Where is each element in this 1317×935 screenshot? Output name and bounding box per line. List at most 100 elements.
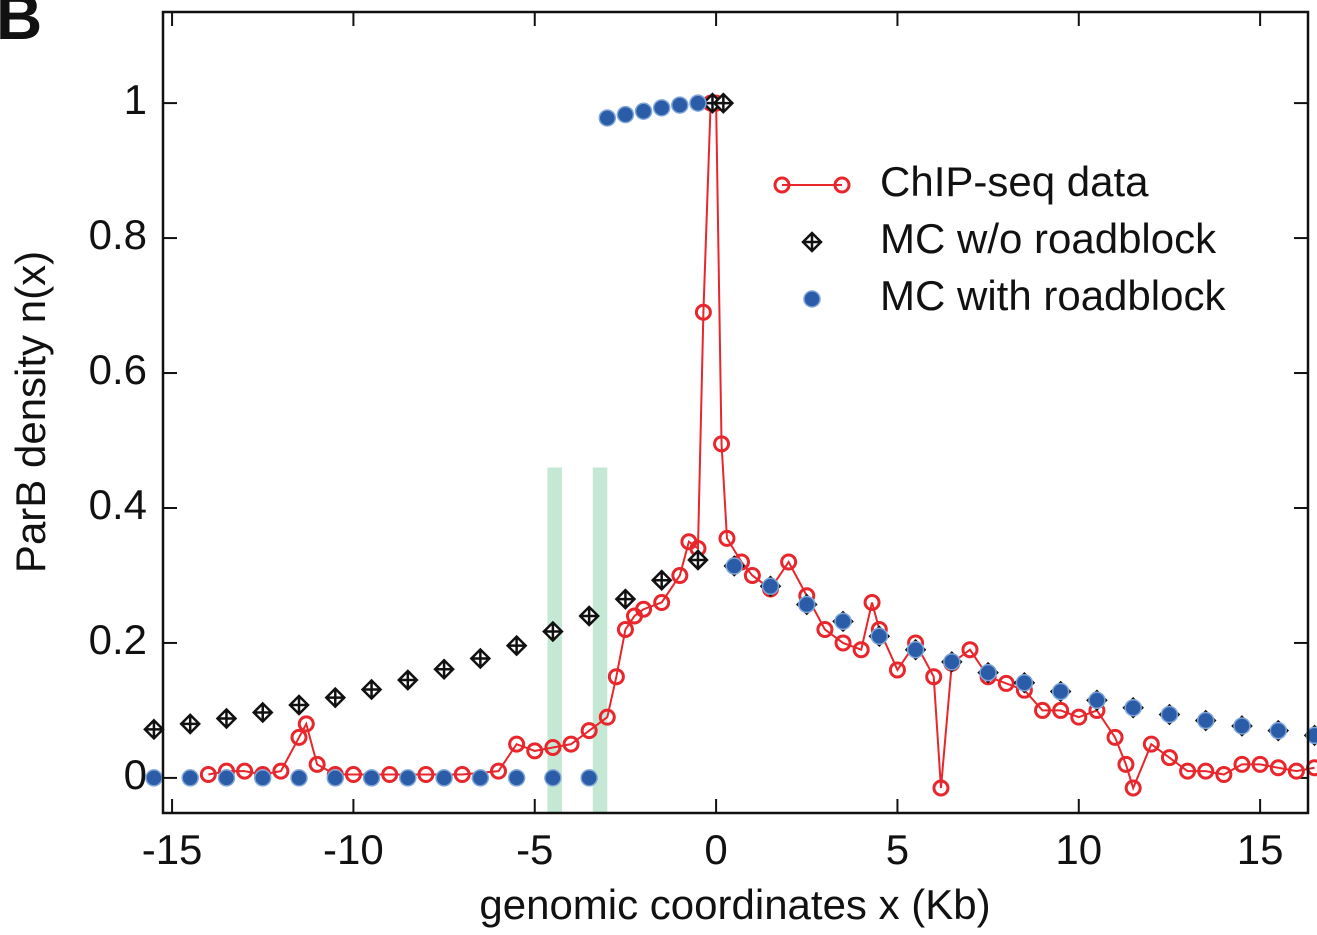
data-point (634, 102, 653, 120)
data-point (1070, 708, 1088, 726)
data-point (718, 529, 736, 547)
data-point (290, 728, 308, 746)
data-point (199, 766, 217, 784)
data-point (344, 766, 362, 784)
data-point (712, 92, 735, 114)
legend-marker (803, 290, 821, 308)
data-point (562, 735, 580, 753)
data-point (979, 663, 997, 682)
data-point (1015, 674, 1034, 692)
data-point (961, 641, 979, 659)
data-point (544, 769, 562, 787)
x-tick-label: 0 (704, 826, 727, 873)
data-point (578, 605, 600, 627)
data-point (1196, 711, 1215, 730)
data-point (1052, 701, 1070, 719)
data-point (362, 769, 381, 787)
x-tick-label: -15 (142, 826, 203, 873)
y-tick-label: 0.6 (89, 346, 147, 393)
x-tick-label: 15 (1237, 826, 1284, 873)
data-point (453, 766, 471, 784)
y-tick-label: 1 (124, 76, 147, 123)
data-point (1269, 721, 1288, 740)
y-tick-label: 0 (124, 751, 147, 798)
data-point (308, 755, 326, 773)
data-point (943, 653, 961, 671)
data-point (526, 742, 544, 760)
data-point (215, 707, 238, 730)
y-tick-label: 0.2 (89, 616, 147, 663)
data-point (253, 769, 272, 787)
x-tick-label: -5 (516, 826, 553, 873)
data-point (179, 713, 201, 735)
data-point (780, 553, 798, 571)
data-point (1269, 759, 1287, 777)
data-point (598, 708, 616, 726)
legend-marker (801, 231, 823, 253)
data-point (1088, 691, 1106, 710)
data-point (1233, 755, 1251, 773)
data-point (652, 99, 671, 117)
data-point (489, 762, 507, 780)
data-point (1124, 779, 1142, 797)
data-point (236, 762, 254, 780)
data-point (145, 769, 163, 787)
data-point (689, 94, 707, 112)
data-point (616, 105, 635, 124)
data-point (1034, 701, 1052, 719)
data-point (1197, 762, 1215, 780)
data-point (1051, 682, 1070, 701)
data-point (687, 549, 709, 571)
data-point (580, 722, 598, 740)
data-point (614, 588, 637, 610)
legend-label: MC with roadblock (880, 272, 1226, 319)
panel-label: B (0, 0, 42, 53)
data-point (1287, 762, 1305, 780)
data-point (1117, 755, 1135, 773)
data-point (834, 612, 852, 631)
data-point (297, 715, 315, 733)
data-point (834, 634, 852, 652)
data-point (399, 769, 417, 787)
data-point (1215, 766, 1233, 784)
data-point (290, 769, 308, 787)
data-point (906, 640, 925, 659)
data-point (1160, 705, 1179, 724)
y-tick-label: 0.8 (89, 211, 147, 258)
data-point (326, 769, 345, 787)
data-point (1124, 698, 1142, 717)
data-point (932, 779, 950, 797)
data-point (360, 678, 383, 701)
data-point (598, 109, 617, 127)
data-point (288, 694, 310, 716)
data-point (743, 566, 761, 584)
data-point (1233, 717, 1251, 735)
data-point (181, 769, 199, 787)
data-point (469, 647, 492, 670)
data-point (433, 658, 455, 681)
data-point (694, 303, 712, 321)
data-point (217, 769, 236, 787)
data-point (505, 634, 528, 657)
data-point (471, 769, 490, 787)
data-point (863, 593, 881, 611)
data-point (870, 627, 889, 645)
x-tick-label: 10 (1055, 826, 1102, 873)
data-point (925, 668, 943, 686)
data-point (725, 557, 743, 575)
data-point (544, 739, 562, 757)
data-point (324, 686, 347, 709)
data-point (650, 569, 673, 591)
legend-marker (833, 176, 851, 194)
data-point (251, 701, 274, 724)
data-point (761, 577, 780, 596)
x-axis-label: genomic coordinates x (Kb) (479, 881, 990, 928)
data-point (852, 641, 870, 659)
data-point (816, 620, 834, 638)
data-point (381, 766, 399, 784)
data-point (272, 762, 290, 780)
legend-marker (773, 176, 791, 194)
data-point (671, 566, 689, 584)
data-point (542, 620, 564, 643)
